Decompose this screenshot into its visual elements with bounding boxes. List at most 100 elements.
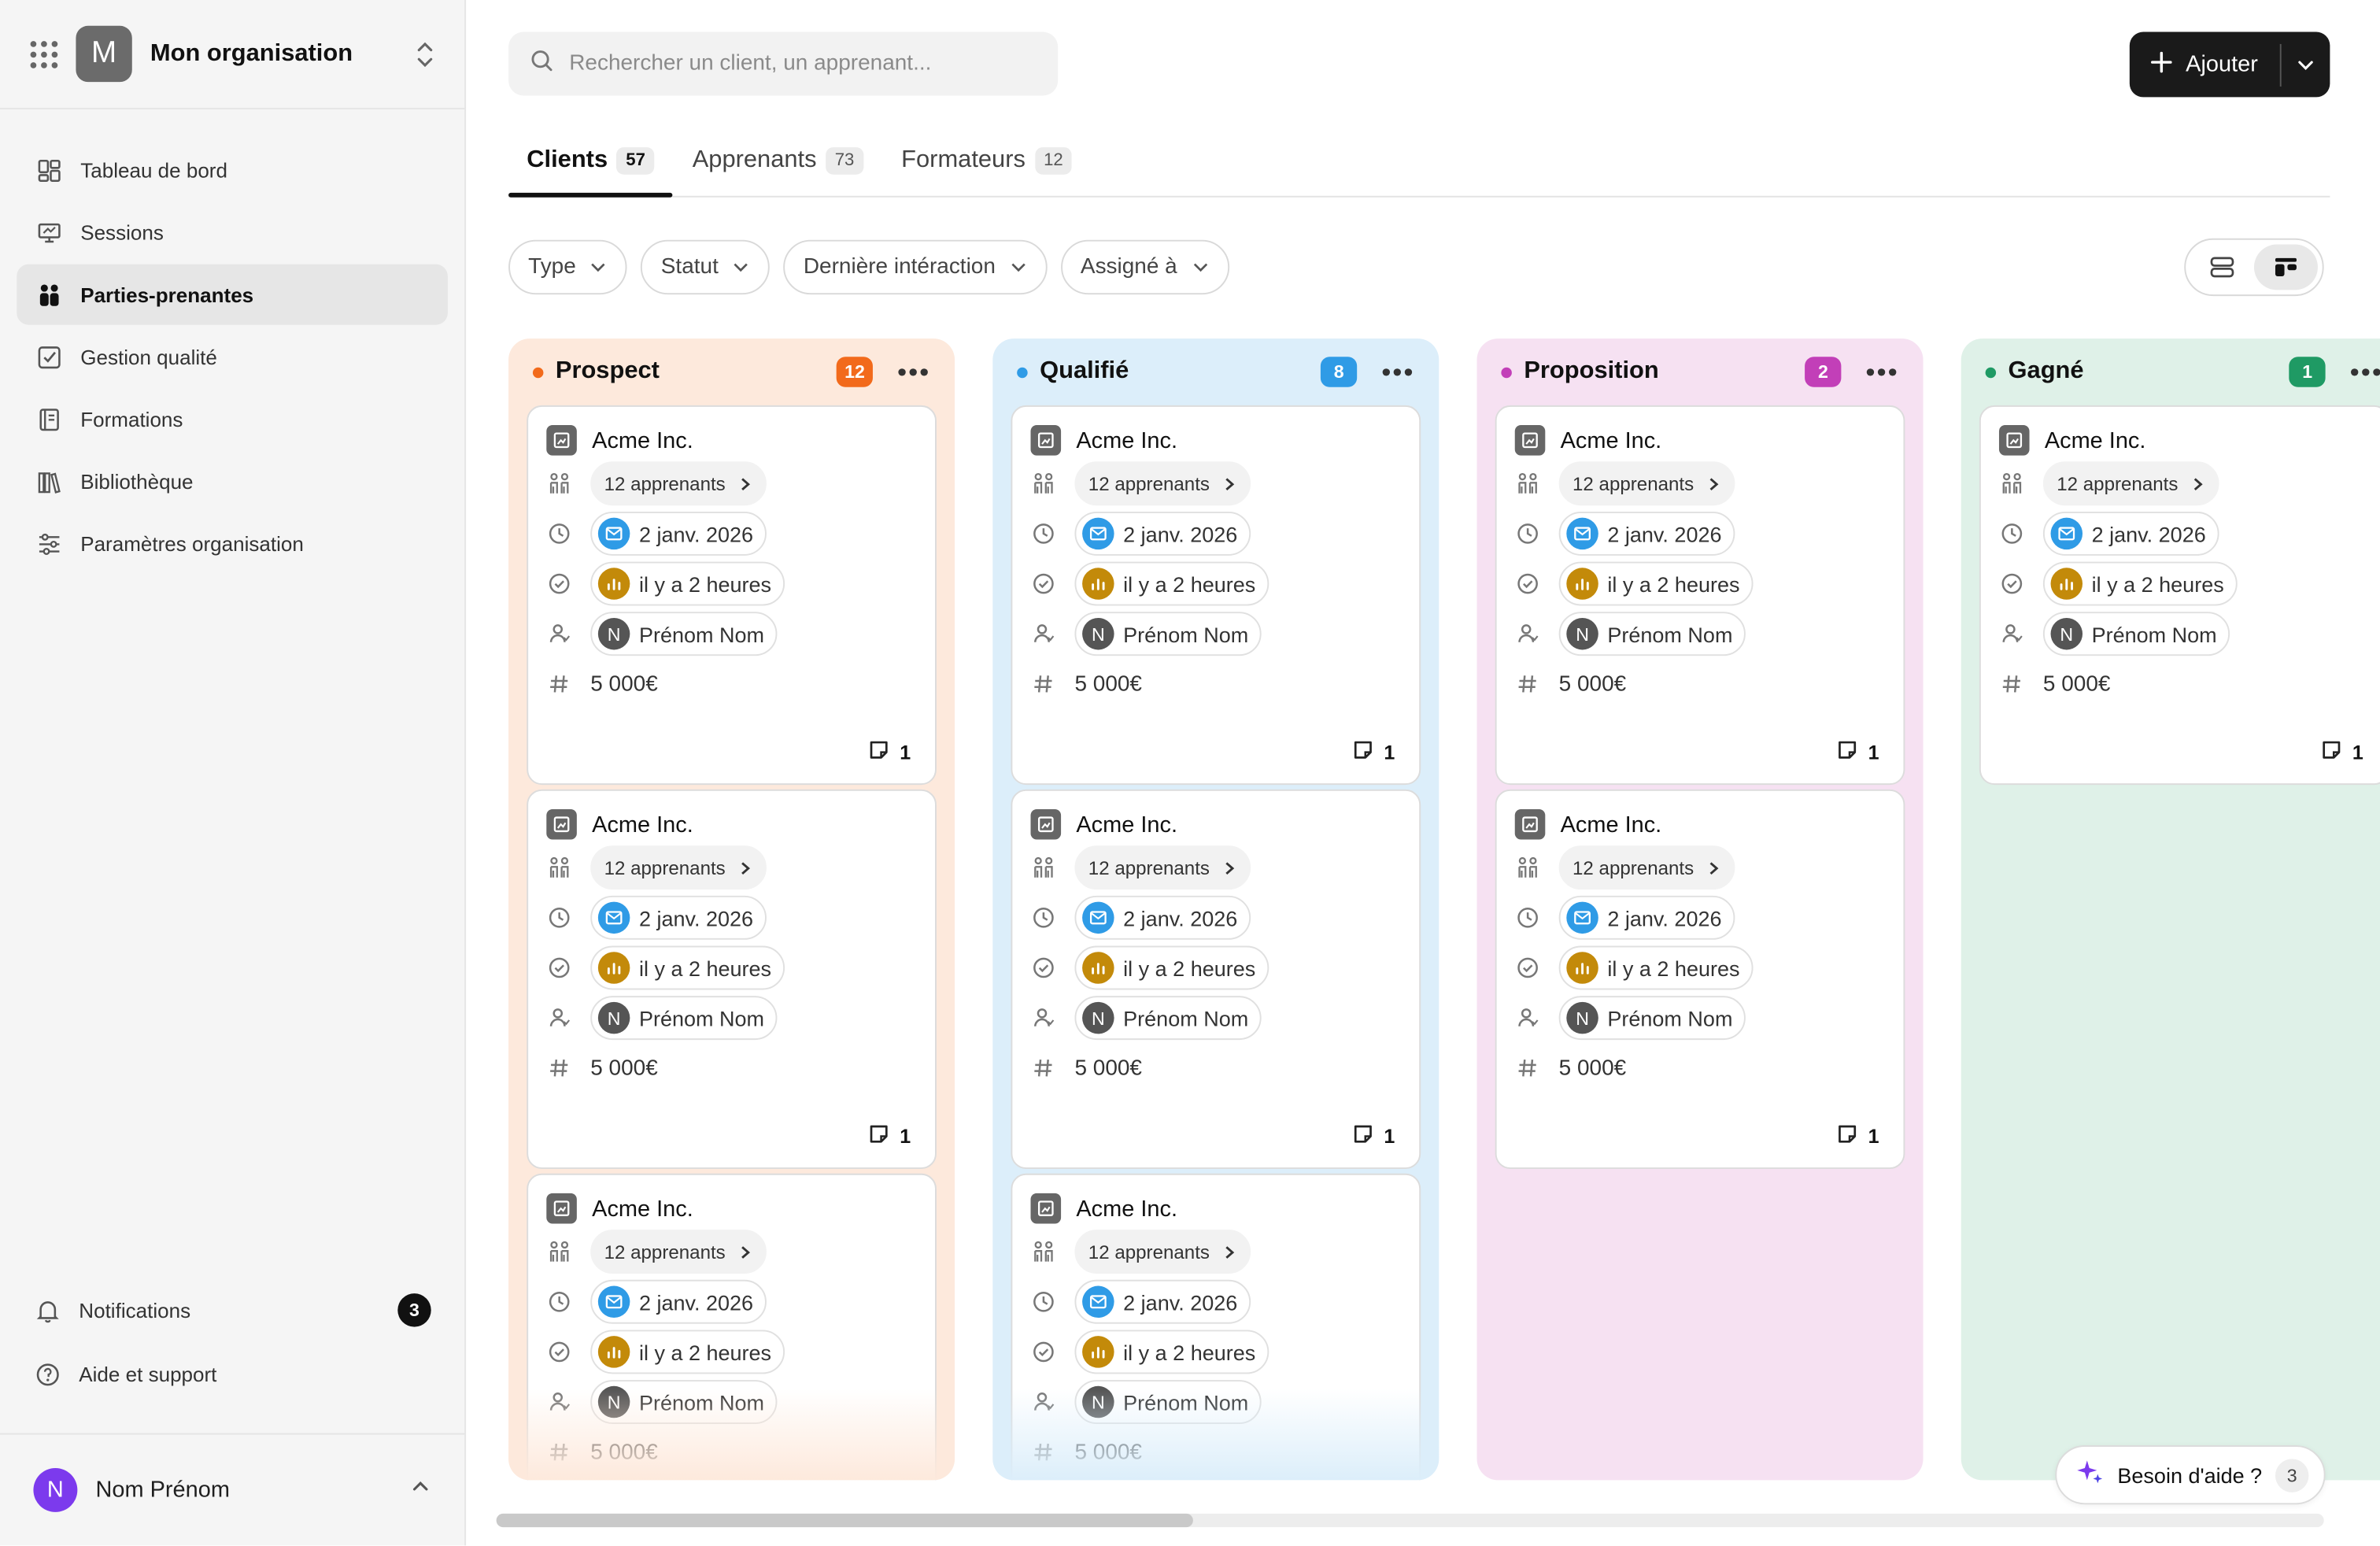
learners-chip[interactable]: 12 apprenants — [1558, 845, 1735, 890]
nav-item-org-settings[interactable]: Paramètres organisation — [17, 513, 448, 574]
client-card[interactable]: Acme Inc. 12 apprenants 2 janv. 2026 — [527, 1173, 937, 1481]
assignee-avatar: N — [597, 1385, 630, 1418]
horizontal-scrollbar[interactable] — [496, 1513, 2324, 1528]
filter-last-interaction[interactable]: Dernière intéraction — [783, 239, 1048, 295]
assignee-name: Prénom Nom — [638, 621, 764, 646]
client-card[interactable]: Acme Inc. 12 apprenants 2 janv. 2026 — [527, 405, 937, 786]
activity-chip[interactable]: il y a 2 heures — [1558, 945, 1754, 990]
search-box[interactable] — [508, 31, 1059, 96]
nav-item-stakeholders[interactable]: Parties-prenantes — [17, 264, 448, 325]
assignee-chip[interactable]: N Prénom Nom — [1558, 996, 1746, 1041]
assignee-chip[interactable]: N Prénom Nom — [1074, 996, 1262, 1041]
assignee-chip[interactable]: N Prénom Nom — [1074, 1380, 1262, 1425]
client-card[interactable]: Acme Inc. 12 apprenants 2 janv. 2026 — [1495, 405, 1905, 786]
tab-clients[interactable]: Clients 57 — [508, 124, 673, 198]
search-input[interactable] — [569, 51, 1037, 76]
nav-item-dashboard[interactable]: Tableau de bord — [17, 139, 448, 200]
notes-indicator[interactable]: 1 — [2320, 739, 2363, 765]
filter-status[interactable]: Statut — [641, 239, 771, 295]
client-card[interactable]: Acme Inc. 12 apprenants 2 janv. 2026 — [1011, 1173, 1421, 1481]
learners-chip[interactable]: 12 apprenants — [590, 1230, 767, 1274]
hash-icon — [1031, 1056, 1057, 1079]
learners-row: 12 apprenants — [1515, 842, 1886, 893]
learners-chip[interactable]: 12 apprenants — [1558, 461, 1735, 506]
date-row: 2 janv. 2026 — [1515, 893, 1886, 943]
nav-label: Formations — [80, 407, 183, 431]
assignee-avatar: N — [1566, 1001, 1598, 1034]
kanban-view-button[interactable] — [2253, 244, 2318, 290]
learners-chip[interactable]: 12 apprenants — [1074, 1230, 1251, 1274]
activity-chip[interactable]: il y a 2 heures — [1558, 561, 1754, 606]
assignee-name: Prénom Nom — [1123, 621, 1249, 646]
chevron-updown-icon[interactable] — [416, 40, 434, 68]
more-options-icon[interactable]: ••• — [2349, 357, 2380, 387]
notes-indicator[interactable]: 1 — [1352, 1123, 1395, 1149]
client-card[interactable]: Acme Inc. 12 apprenants 2 janv. 2026 — [1979, 405, 2380, 786]
nav-item-quality[interactable]: Gestion qualité — [17, 327, 448, 387]
activity-chip[interactable]: il y a 2 heures — [590, 1330, 785, 1374]
user-menu[interactable]: N Nom Prénom — [0, 1433, 465, 1546]
chevron-up-icon[interactable] — [410, 1476, 431, 1505]
date-chip[interactable]: 2 janv. 2026 — [590, 511, 767, 556]
nav-item-sessions[interactable]: Sessions — [17, 202, 448, 263]
date-chip[interactable]: 2 janv. 2026 — [1558, 895, 1735, 940]
date-chip[interactable]: 2 janv. 2026 — [1558, 511, 1735, 556]
learners-chip[interactable]: 12 apprenants — [1074, 461, 1251, 506]
assignee-row: N Prénom Nom — [546, 608, 917, 659]
learners-chip[interactable]: 12 apprenants — [2042, 461, 2219, 506]
apps-grid-icon[interactable] — [30, 40, 58, 68]
more-options-icon[interactable]: ••• — [1381, 357, 1415, 387]
activity-chip[interactable]: il y a 2 heures — [2042, 561, 2238, 606]
notes-indicator[interactable]: 1 — [868, 1123, 911, 1149]
activity-chip[interactable]: il y a 2 heures — [590, 561, 785, 606]
date-chip[interactable]: 2 janv. 2026 — [1074, 895, 1251, 940]
activity-chip[interactable]: il y a 2 heures — [1074, 1330, 1269, 1374]
add-dropdown-toggle[interactable] — [2282, 55, 2330, 73]
filter-type[interactable]: Type — [508, 239, 628, 295]
assignee-row: N Prénom Nom — [546, 1377, 917, 1427]
column-status-dot — [532, 366, 544, 378]
activity-chip[interactable]: il y a 2 heures — [590, 945, 785, 990]
more-options-icon[interactable]: ••• — [896, 357, 931, 387]
nav-item-trainings[interactable]: Formations — [17, 389, 448, 449]
add-button[interactable]: Ajouter — [2129, 31, 2330, 98]
add-main-action[interactable]: Ajouter — [2130, 50, 2280, 79]
help-support-link[interactable]: Aide et support — [0, 1342, 464, 1406]
date-chip[interactable]: 2 janv. 2026 — [2042, 511, 2220, 556]
activity-chip[interactable]: il y a 2 heures — [1074, 945, 1269, 990]
client-card[interactable]: Acme Inc. 12 apprenants 2 janv. 2026 — [1011, 789, 1421, 1170]
tab-trainers[interactable]: Formateurs 12 — [883, 124, 1090, 196]
list-view-button[interactable] — [2190, 245, 2254, 290]
more-options-icon[interactable]: ••• — [1865, 357, 1899, 387]
learners-chip[interactable]: 12 apprenants — [590, 845, 767, 890]
learners-chip[interactable]: 12 apprenants — [1074, 845, 1251, 890]
assignee-chip[interactable]: N Prénom Nom — [1558, 612, 1746, 656]
assignee-chip[interactable]: N Prénom Nom — [2042, 612, 2231, 656]
help-widget-button[interactable]: Besoin d'aide ? 3 — [2055, 1445, 2326, 1505]
date-chip[interactable]: 2 janv. 2026 — [1074, 1279, 1251, 1324]
notes-indicator[interactable]: 1 — [868, 739, 911, 765]
date-chip[interactable]: 2 janv. 2026 — [590, 1279, 767, 1324]
date-chip[interactable]: 2 janv. 2026 — [590, 895, 767, 940]
notes-indicator[interactable]: 1 — [1836, 739, 1879, 765]
client-card[interactable]: Acme Inc. 12 apprenants 2 janv. 2026 — [527, 789, 937, 1170]
filter-assigned-to[interactable]: Assigné à — [1060, 239, 1229, 295]
client-card[interactable]: Acme Inc. 12 apprenants 2 janv. 2026 — [1495, 789, 1905, 1170]
client-card[interactable]: Acme Inc. 12 apprenants 2 janv. 2026 — [1011, 405, 1421, 786]
org-switcher[interactable]: M Mon organisation — [0, 0, 465, 109]
nav-item-library[interactable]: Bibliothèque — [17, 451, 448, 512]
notifications-link[interactable]: Notifications 3 — [0, 1278, 464, 1342]
notes-indicator[interactable]: 1 — [1836, 1123, 1879, 1149]
notes-indicator[interactable]: 1 — [1352, 739, 1395, 765]
tab-learners[interactable]: Apprenants 73 — [674, 124, 882, 196]
date-chip[interactable]: 2 janv. 2026 — [1074, 511, 1251, 556]
assignee-chip[interactable]: N Prénom Nom — [590, 612, 778, 656]
learners-chip[interactable]: 12 apprenants — [590, 461, 767, 506]
scrollbar-thumb[interactable] — [496, 1513, 1193, 1528]
assignee-chip[interactable]: N Prénom Nom — [1074, 612, 1262, 656]
assignee-chip[interactable]: N Prénom Nom — [590, 996, 778, 1041]
assignee-chip[interactable]: N Prénom Nom — [590, 1380, 778, 1425]
learners-row: 12 apprenants — [1031, 1226, 1402, 1277]
date-value: 2 janv. 2026 — [1123, 1289, 1238, 1315]
activity-chip[interactable]: il y a 2 heures — [1074, 561, 1269, 606]
